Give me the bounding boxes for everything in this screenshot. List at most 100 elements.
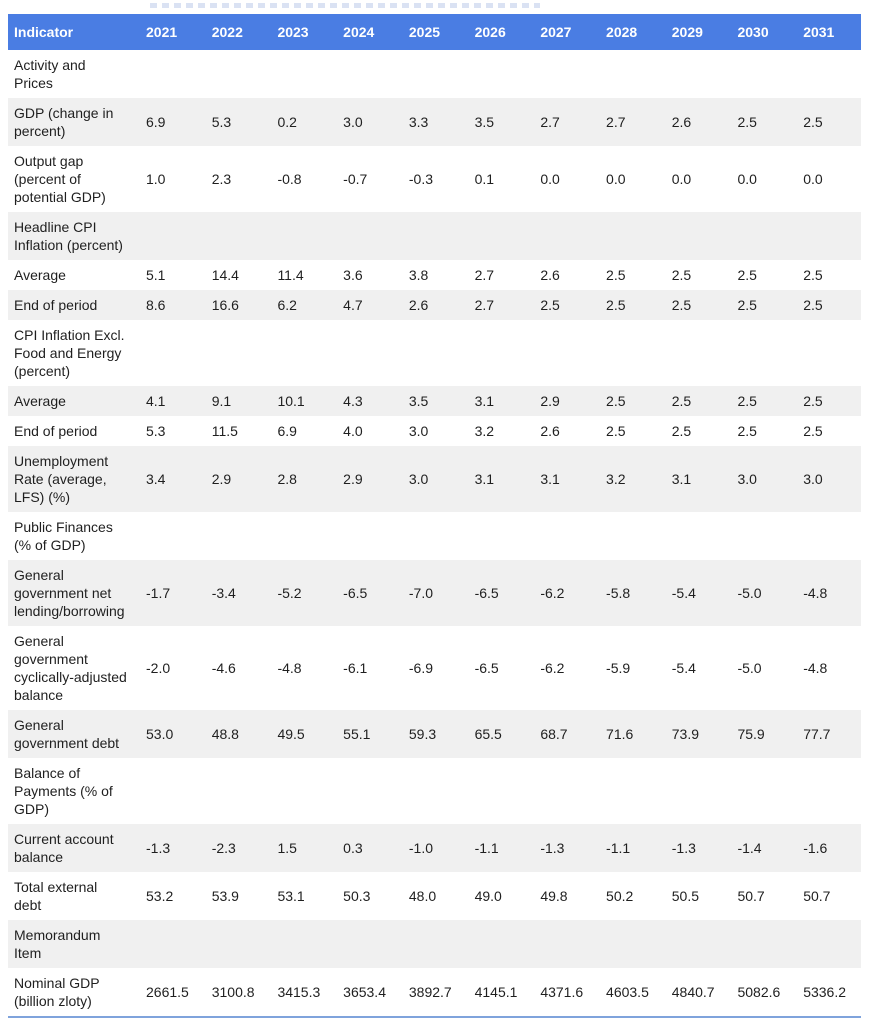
row-label: Average	[14, 267, 66, 283]
row-label: Balance of Payments (% of GDP)	[14, 765, 113, 817]
cell-value: 50.2	[606, 888, 634, 904]
cell-value: 2.5	[671, 423, 692, 439]
cell-value: -5.4	[671, 585, 696, 601]
cell-value	[269, 920, 335, 968]
cell-value: 2.5	[671, 297, 692, 313]
cell-value	[729, 50, 795, 98]
cell-value	[138, 320, 204, 386]
cell-value	[269, 512, 335, 560]
cell-value: 49.8	[540, 888, 568, 904]
row-label: End of period	[14, 423, 98, 439]
cell-value	[401, 212, 467, 260]
cell-value	[598, 212, 664, 260]
cell-value: 14.4	[211, 267, 239, 283]
cell-value	[598, 50, 664, 98]
cell-value: 2.5	[803, 393, 823, 409]
cell-value	[795, 512, 861, 560]
cell-value: 2.5	[803, 267, 823, 283]
header-year-2024: 2024	[335, 14, 401, 50]
cell-value: 3.1	[671, 471, 692, 487]
cell-value: 2.8	[277, 471, 297, 487]
section-row: Balance of Payments (% of GDP)	[8, 758, 861, 824]
table-row: Average 4.1 9.1 10.1 4.3 3.5 3.1 2.9 2.5…	[8, 386, 861, 416]
cell-value: 9.1	[211, 393, 232, 409]
cell-value	[598, 320, 664, 386]
cell-value: 2.7	[606, 114, 626, 130]
cell-value: -2.0	[146, 660, 171, 676]
table-row: General government cyclically-adjusted b…	[8, 626, 861, 710]
cell-value	[401, 50, 467, 98]
cell-value	[335, 758, 401, 824]
cell-value: -3.4	[211, 585, 236, 601]
cell-value: 2.5	[671, 267, 692, 283]
cell-value: 77.7	[803, 726, 831, 742]
cell-value: -6.5	[474, 585, 499, 601]
cell-value: 3.3	[408, 114, 429, 130]
cell-value	[664, 512, 730, 560]
cell-value: 2.5	[606, 297, 626, 313]
cell-value: 2.5	[606, 267, 626, 283]
cell-value: 3.0	[803, 471, 823, 487]
cell-value	[729, 320, 795, 386]
cell-value: 2.5	[737, 267, 757, 283]
cell-value: 3.0	[408, 423, 429, 439]
cell-value: -6.5	[474, 660, 499, 676]
cell-value: 4145.1	[474, 984, 518, 1000]
cell-value: 8.6	[146, 297, 166, 313]
cell-value	[204, 320, 270, 386]
cell-value: 16.6	[211, 297, 239, 313]
cell-value: -4.8	[803, 660, 828, 676]
table-row: Current account balance -1.3 -2.3 1.5 0.…	[8, 824, 861, 872]
cell-value: -4.8	[277, 660, 302, 676]
cell-value: -0.7	[343, 171, 368, 187]
section-row: CPI Inflation Excl. Food and Energy (per…	[8, 320, 861, 386]
cell-value	[795, 212, 861, 260]
cell-value	[795, 758, 861, 824]
row-label: Current account balance	[14, 831, 114, 865]
cell-value	[467, 50, 533, 98]
cell-value: -1.1	[606, 840, 631, 856]
cell-value: 59.3	[408, 726, 437, 742]
cell-value: 5336.2	[803, 984, 847, 1000]
cell-value: 3892.7	[408, 984, 452, 1000]
section-row: Public Finances (% of GDP)	[8, 512, 861, 560]
cell-value: -5.8	[606, 585, 631, 601]
cell-value: -2.3	[211, 840, 236, 856]
header-year-2027: 2027	[532, 14, 599, 50]
cell-value	[138, 212, 204, 260]
cell-value	[598, 512, 664, 560]
header-indicator: Indicator	[8, 14, 138, 50]
row-label: Activity and Prices	[14, 57, 86, 91]
cell-value: -6.2	[540, 585, 565, 601]
cell-value: 3.1	[540, 471, 560, 487]
cell-value	[401, 512, 467, 560]
cell-value	[138, 758, 204, 824]
table-row: GDP (change in percent) 6.9 5.3 0.2 3.0 …	[8, 98, 861, 146]
row-label: General government net lending/borrowing	[14, 567, 125, 619]
cell-value: 53.2	[146, 888, 174, 904]
cell-value: 2.6	[408, 297, 429, 313]
cell-value	[467, 212, 533, 260]
cell-value: 4.0	[343, 423, 363, 439]
cell-value: -1.7	[146, 585, 171, 601]
cell-value	[664, 212, 730, 260]
section-row: Activity and Prices	[8, 50, 861, 98]
table-row: Average 5.1 14.4 11.4 3.6 3.8 2.7 2.6 2.…	[8, 260, 861, 290]
cell-value: 65.5	[474, 726, 502, 742]
header-year-2029: 2029	[663, 14, 730, 50]
cell-value: 0.0	[737, 171, 757, 187]
cell-value: 3.5	[474, 114, 495, 130]
cell-value	[335, 50, 401, 98]
cell-value: 3.0	[737, 471, 757, 487]
cell-value: 2.5	[737, 423, 757, 439]
cell-value: 1.5	[277, 840, 297, 856]
cell-value: 2.7	[540, 114, 560, 130]
cell-value: -4.8	[803, 585, 828, 601]
table-row: General government net lending/borrowing…	[8, 560, 861, 626]
table-row: Output gap (percent of potential GDP) 1.…	[8, 146, 861, 212]
cell-value: 10.1	[277, 393, 305, 409]
cell-value: 11.5	[211, 423, 238, 439]
cell-value: 0.0	[803, 171, 823, 187]
cell-value	[664, 758, 730, 824]
cell-value	[532, 758, 598, 824]
